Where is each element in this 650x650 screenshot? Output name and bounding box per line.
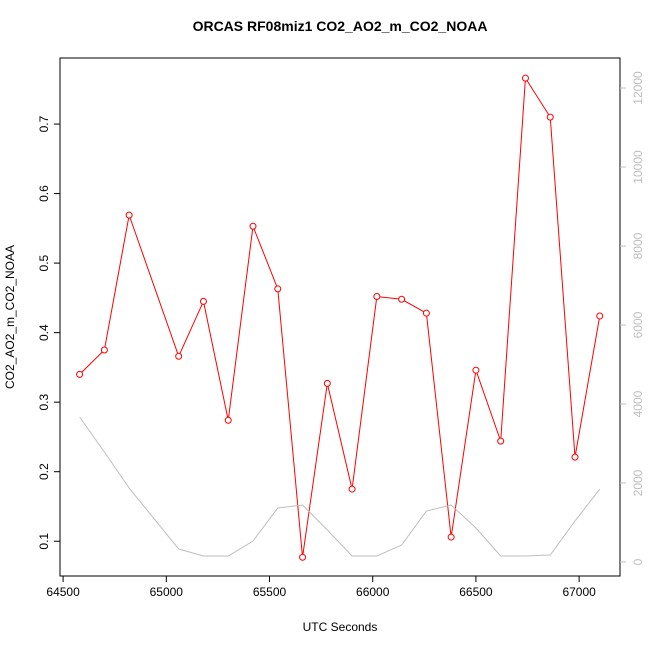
y-tick-label: 0.1 [37, 533, 51, 550]
y-tick-label: 0.3 [37, 394, 51, 411]
y-tick-label: 0.5 [37, 254, 51, 271]
data-point [373, 292, 381, 300]
y2-tick-label: 10000 [631, 150, 645, 184]
y-tick-label: 0.2 [37, 463, 51, 480]
data-point [447, 533, 455, 541]
data-point [521, 74, 529, 82]
data-point [571, 453, 579, 461]
data-point [125, 211, 133, 219]
data-point [100, 346, 108, 354]
x-tick-label: 65000 [150, 585, 184, 599]
y2-tick-label: 0 [631, 558, 645, 565]
x-axis-label: UTC Seconds [303, 620, 378, 634]
x-tick-label: 67000 [562, 585, 596, 599]
y-axis-label: CO2_AO2_m_CO2_NOAA [3, 245, 17, 389]
data-point [472, 366, 480, 374]
x-tick-label: 66000 [356, 585, 390, 599]
data-point [348, 485, 356, 493]
y2-tick-label: 6000 [631, 311, 645, 338]
data-point [596, 312, 604, 320]
data-point [323, 379, 331, 387]
data-point [199, 297, 207, 305]
x-tick-label: 64500 [46, 585, 80, 599]
y-tick-label: 0.7 [37, 115, 51, 132]
y2-tick-label: 2000 [631, 469, 645, 496]
y2-tick-label: 12000 [631, 71, 645, 105]
data-point [175, 352, 183, 360]
data-point [398, 295, 406, 303]
data-point [497, 437, 505, 445]
data-point [76, 370, 84, 378]
chart-title: ORCAS RF08miz1 CO2_AO2_m_CO2_NOAA [193, 18, 488, 34]
y2-tick-label: 4000 [631, 390, 645, 417]
y-tick-label: 0.6 [37, 185, 51, 202]
data-point [546, 113, 554, 121]
data-point [274, 285, 282, 293]
x-tick-label: 65500 [253, 585, 287, 599]
data-point [249, 222, 257, 230]
series-line [79, 416, 601, 557]
x-tick-label: 66500 [459, 585, 493, 599]
y2-tick-label: 8000 [631, 232, 645, 259]
series-line [79, 76, 601, 558]
data-point [299, 553, 307, 561]
y-tick-label: 0.4 [37, 324, 51, 341]
plot-frame [59, 57, 621, 577]
data-point [224, 416, 232, 424]
data-point [422, 309, 430, 317]
